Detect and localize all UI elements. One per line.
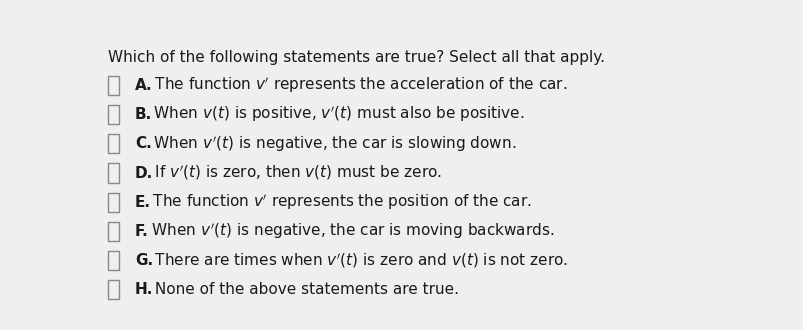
Text: F.: F. [135,224,149,239]
Text: When $v(t)$ is positive, $v'(t)$ must also be positive.: When $v(t)$ is positive, $v'(t)$ must al… [149,105,524,124]
Text: G.: G. [135,253,153,268]
FancyBboxPatch shape [108,251,119,270]
Text: The function $v'$ represents the position of the car.: The function $v'$ represents the positio… [149,192,532,212]
Text: B.: B. [135,107,152,122]
Text: There are times when $v'(t)$ is zero and $v(t)$ is not zero.: There are times when $v'(t)$ is zero and… [150,251,567,270]
FancyBboxPatch shape [108,105,119,124]
Text: Which of the following statements are true? Select all that apply.: Which of the following statements are tr… [108,50,604,65]
Text: D.: D. [135,166,153,181]
Text: The function $v'$ represents the acceleration of the car.: The function $v'$ represents the acceler… [149,76,566,95]
Text: If $v'(t)$ is zero, then $v(t)$ must be zero.: If $v'(t)$ is zero, then $v(t)$ must be … [150,164,442,182]
Text: None of the above statements are true.: None of the above statements are true. [150,282,459,297]
Text: H.: H. [135,282,153,297]
FancyBboxPatch shape [108,163,119,182]
Text: A.: A. [135,78,153,93]
FancyBboxPatch shape [108,280,119,299]
FancyBboxPatch shape [108,76,119,95]
FancyBboxPatch shape [108,222,119,241]
FancyBboxPatch shape [108,193,119,212]
Text: C.: C. [135,136,151,151]
Text: When $v'(t)$ is negative, the car is moving backwards.: When $v'(t)$ is negative, the car is mov… [146,222,553,241]
Text: When $v'(t)$ is negative, the car is slowing down.: When $v'(t)$ is negative, the car is slo… [149,134,516,153]
Text: E.: E. [135,195,151,210]
FancyBboxPatch shape [108,134,119,153]
